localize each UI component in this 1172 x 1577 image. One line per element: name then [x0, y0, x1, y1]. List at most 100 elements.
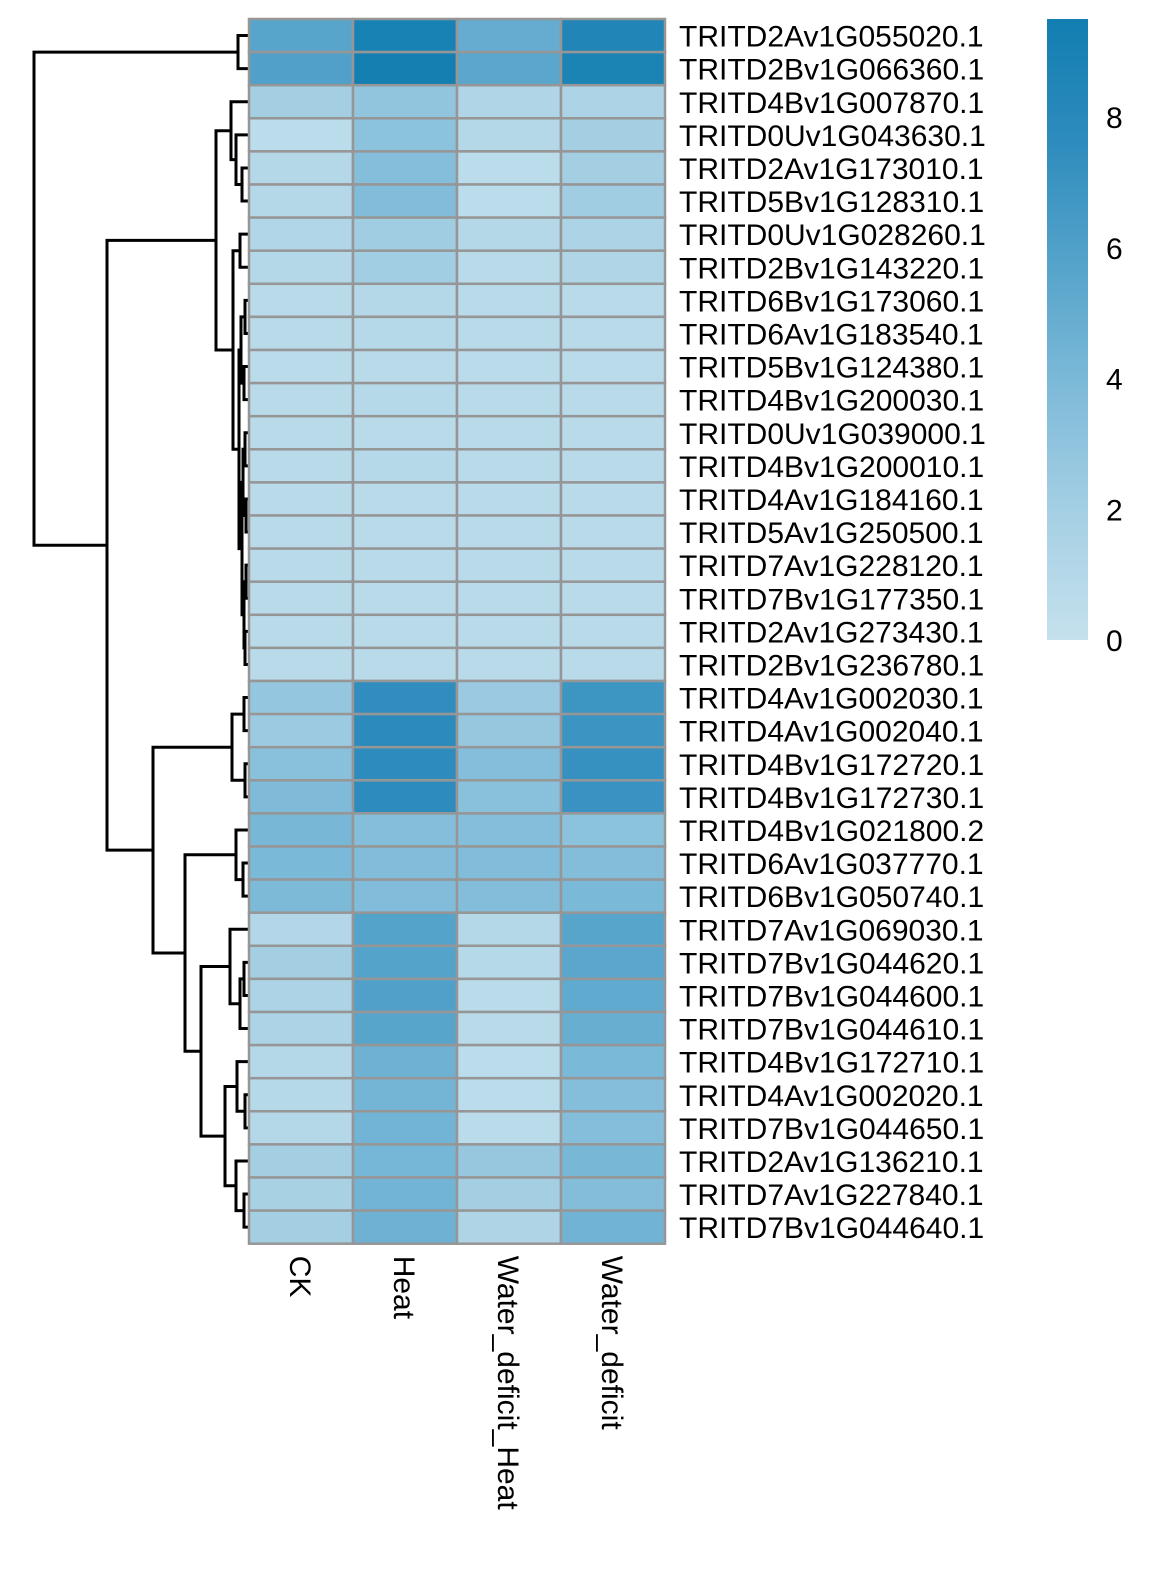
heatmap-cell [559, 1043, 667, 1080]
heatmap-cell [455, 150, 563, 186]
legend-tick-label: 0 [1106, 625, 1123, 658]
legend-tick-label: 4 [1106, 364, 1123, 397]
heatmap-cell [455, 448, 563, 484]
heatmap-cell [351, 878, 459, 914]
heatmap-cell [247, 514, 355, 550]
row-label: TRITD2Av1G173010.1 [679, 153, 984, 186]
row-label: TRITD7Bv1G044650.1 [679, 1113, 984, 1146]
heatmap-cell [247, 1110, 355, 1146]
heatmap-cell [559, 1209, 667, 1245]
heatmap-cell [559, 282, 667, 319]
heatmap-cell [351, 216, 459, 252]
heatmap-cell [559, 481, 667, 517]
heatmap-cell [351, 977, 459, 1014]
heatmap-cell [559, 812, 667, 848]
row-label: TRITD4Bv1G200010.1 [679, 451, 984, 484]
heatmap-cell [351, 911, 459, 948]
heatmap-cell [559, 1076, 667, 1113]
heatmap-cell [455, 679, 563, 716]
heatmap-cell [455, 712, 563, 749]
heatmap-cell [351, 414, 459, 451]
row-label: TRITD0Uv1G028260.1 [679, 219, 986, 252]
heatmap-cell [455, 812, 563, 848]
row-label: TRITD4Av1G002040.1 [679, 716, 984, 749]
heatmap-cell [247, 646, 355, 683]
dendrogram-branch [238, 232, 249, 269]
heatmap-cell [247, 745, 355, 782]
heatmap-cell [247, 183, 355, 219]
heatmap-cell [247, 17, 355, 54]
heatmap-cell [455, 1110, 563, 1146]
row-labels: TRITD2Av1G055020.1TRITD2Bv1G066360.1TRIT… [679, 21, 986, 1246]
row-label: TRITD7Av1G227840.1 [679, 1179, 984, 1212]
dendrogram-branch [214, 129, 233, 352]
heatmap-cell [455, 977, 563, 1014]
row-label: TRITD4Bv1G007870.1 [679, 87, 984, 120]
column-label: Water_deficit [595, 1256, 628, 1431]
heatmap-cell [247, 117, 355, 153]
heatmap-cell [559, 712, 667, 749]
heatmap-cell [455, 1143, 563, 1179]
heatmap-cell [455, 580, 563, 617]
heatmap-cell [247, 779, 355, 815]
column-label: CK [283, 1256, 316, 1298]
heatmap-cell [559, 348, 667, 385]
heatmap-cell [247, 878, 355, 914]
heatmap-cell [455, 1076, 563, 1113]
dendrogram-branch [235, 1060, 249, 1113]
heatmap-cell [351, 17, 459, 54]
row-label: TRITD6Av1G037770.1 [679, 848, 984, 881]
heatmap-cell [559, 944, 667, 981]
heatmap-cell [247, 712, 355, 749]
row-label: TRITD5Bv1G124380.1 [679, 352, 984, 385]
heatmap-cell [351, 812, 459, 848]
heatmap-cell [559, 745, 667, 782]
heatmap-cell [247, 282, 355, 319]
heatmap-cell [559, 17, 667, 54]
heatmap-cell [247, 547, 355, 583]
heatmap-cell [455, 547, 563, 583]
heatmap-cell [455, 83, 563, 120]
row-label: TRITD2Av1G273430.1 [679, 616, 984, 649]
heatmap-cell [559, 1176, 667, 1212]
heatmap-cell [247, 911, 355, 948]
dendrogram-branch [151, 745, 232, 955]
row-label: TRITD6Bv1G173060.1 [679, 285, 984, 318]
heatmap-cell [455, 1043, 563, 1080]
heatmap-cell [247, 1176, 355, 1212]
heatmap-cell [455, 117, 563, 153]
row-label: TRITD7Bv1G044610.1 [679, 1014, 984, 1047]
heatmap-cell [559, 216, 667, 252]
heatmap-cell [351, 50, 459, 87]
heatmap-cell [351, 83, 459, 120]
row-label: TRITD4Bv1G172720.1 [679, 749, 984, 782]
heatmap-cell [559, 977, 667, 1014]
heatmap-cell [247, 1143, 355, 1179]
heatmap-cell [559, 1110, 667, 1146]
heatmap-cell [455, 646, 563, 683]
heatmap-cell [455, 878, 563, 914]
heatmap-cell [559, 845, 667, 881]
color-legend: 0 2 4 6 8 [1047, 19, 1123, 658]
dendrogram-branch [236, 34, 249, 71]
dendrogram-branch [32, 50, 238, 547]
heatmap-cell [351, 117, 459, 153]
heatmap-cell [351, 448, 459, 484]
row-label: TRITD7Bv1G044600.1 [679, 980, 984, 1013]
heatmap-cell [351, 712, 459, 749]
heatmap-cell [559, 183, 667, 219]
heatmap-cell [351, 481, 459, 517]
heatmap-cell [559, 1143, 667, 1179]
heatmap-cell [351, 1076, 459, 1113]
row-label: TRITD2Bv1G066360.1 [679, 54, 984, 87]
heatmap-cell [351, 580, 459, 617]
row-label: TRITD2Av1G055020.1 [679, 21, 984, 54]
heatmap-cell [559, 249, 667, 286]
heatmap-cell [455, 381, 563, 418]
heatmap-cell [455, 1010, 563, 1047]
heatmap-cell [559, 50, 667, 87]
column-labels: CK Heat Water_deficit_Heat Water_deficit [283, 1256, 628, 1511]
heatmap-cell [455, 249, 563, 286]
heatmap-cell [247, 481, 355, 517]
row-label: TRITD2Bv1G236780.1 [679, 649, 984, 682]
